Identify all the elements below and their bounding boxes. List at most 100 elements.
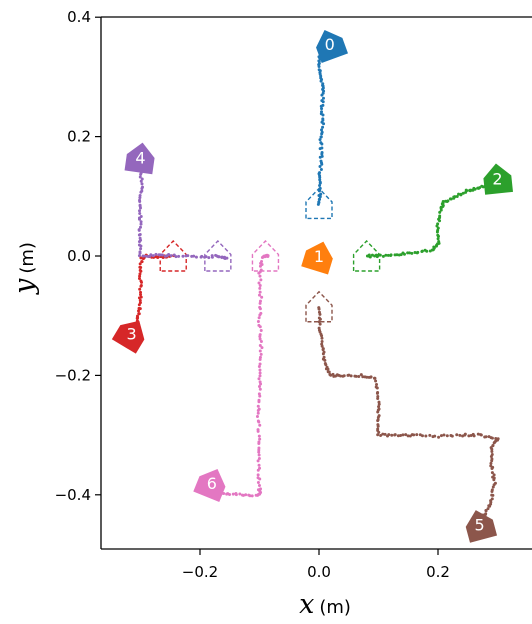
trajectory-point	[138, 175, 142, 179]
trajectory-point	[139, 247, 143, 251]
trajectory-point	[140, 182, 144, 186]
x-axis-unit: (m)	[319, 597, 351, 618]
trajectory-point	[318, 322, 322, 326]
robot-3-series: 3	[111, 239, 187, 354]
trajectory-point	[320, 130, 324, 134]
trajectory-point	[368, 255, 372, 259]
trajectory-point	[395, 253, 399, 257]
robot-label: 6	[207, 474, 217, 493]
trajectory-point	[157, 253, 161, 257]
trajectory-point	[258, 374, 262, 378]
trajectory-point	[138, 287, 142, 291]
trajectory-point	[138, 298, 142, 302]
trajectory-point	[137, 296, 141, 300]
trajectory-point	[490, 436, 494, 440]
trajectory-point	[199, 255, 203, 259]
robot-label: 3	[126, 325, 136, 344]
trajectory-point	[321, 348, 325, 352]
trajectory-point	[138, 274, 142, 278]
trajectory-point	[254, 493, 258, 497]
trajectory-point	[373, 376, 377, 380]
trajectory-point	[258, 387, 262, 391]
trajectory-point	[151, 254, 155, 258]
trajectory-point	[321, 352, 325, 356]
trajectory-point	[318, 180, 322, 184]
trajectory-point	[492, 441, 496, 445]
trajectory-point	[404, 433, 408, 437]
trajectory-point	[257, 441, 261, 445]
trajectory-point	[437, 435, 441, 439]
trajectory-point	[319, 135, 323, 139]
robot-5-marker	[465, 510, 498, 543]
trajectory-point	[257, 463, 261, 467]
trajectory-point	[445, 434, 449, 438]
trajectory-point	[139, 293, 143, 297]
trajectory-point	[259, 278, 263, 282]
trajectory-point	[258, 264, 262, 268]
trajectory-point	[472, 434, 476, 438]
trajectory-point	[207, 256, 211, 260]
trajectory-point	[258, 286, 262, 290]
trajectory-point	[377, 405, 381, 409]
axes	[100, 16, 532, 550]
trajectory-point	[436, 226, 440, 230]
y-tick-label: 0.4	[67, 8, 91, 26]
trajectory-point	[139, 284, 143, 288]
trajectory-point	[258, 290, 262, 294]
trajectory-point	[258, 437, 262, 441]
trajectory-point	[257, 392, 261, 396]
trajectory-point	[318, 312, 322, 316]
trajectory-point	[138, 265, 142, 269]
robot-5-series: 5	[305, 290, 500, 543]
x-tick-label: 0.0	[307, 563, 331, 581]
trajectory-point	[190, 254, 194, 258]
trajectory-point	[453, 195, 457, 199]
trajectory-point	[327, 370, 331, 374]
trajectory-point	[257, 420, 261, 424]
trajectory-point	[319, 192, 323, 196]
trajectory-point	[138, 307, 142, 311]
trajectory-point	[258, 299, 262, 303]
trajectory-point	[393, 433, 397, 437]
trajectory-point	[402, 252, 406, 256]
trajectory-point	[259, 352, 263, 356]
trajectory-point	[256, 409, 260, 413]
trajectory-point	[318, 186, 322, 190]
trajectory-point	[374, 379, 378, 383]
trajectory-point	[317, 307, 321, 311]
trajectory-point	[436, 237, 440, 241]
trajectory-point	[138, 203, 142, 207]
trajectory-point	[320, 336, 324, 340]
trajectory-point	[446, 199, 450, 203]
trajectory-point	[321, 82, 325, 86]
trajectory-point	[390, 433, 394, 437]
trajectory-point	[257, 281, 261, 285]
trajectory-point	[319, 168, 323, 172]
trajectory-point	[376, 415, 380, 419]
trajectory-point	[255, 414, 259, 418]
trajectory-point	[377, 430, 381, 434]
trajectory-point	[256, 319, 260, 323]
robot-6-marker	[193, 468, 226, 503]
robot-2-marker	[483, 163, 513, 195]
trajectory-point	[258, 477, 262, 481]
robot-2-start-marker	[352, 239, 381, 272]
trajectory-point	[318, 183, 322, 187]
trajectory-point	[420, 434, 424, 438]
trajectory-point	[138, 209, 142, 213]
trajectory-point	[138, 250, 142, 254]
robot-4-marker	[124, 142, 155, 175]
trajectory-point	[138, 211, 142, 215]
robot-3-marker	[111, 320, 145, 354]
trajectory-point	[256, 429, 260, 433]
trajectory-point	[258, 337, 262, 341]
trajectory-point	[381, 254, 385, 258]
y-tick-label: 0.0	[67, 247, 91, 265]
trajectory-point	[321, 117, 325, 121]
trajectory-point	[492, 473, 496, 477]
trajectory-point	[420, 249, 424, 253]
trajectory-point	[375, 386, 379, 390]
trajectory-point	[490, 449, 494, 453]
trajectory-point	[139, 220, 143, 224]
trajectory-point	[141, 254, 145, 258]
